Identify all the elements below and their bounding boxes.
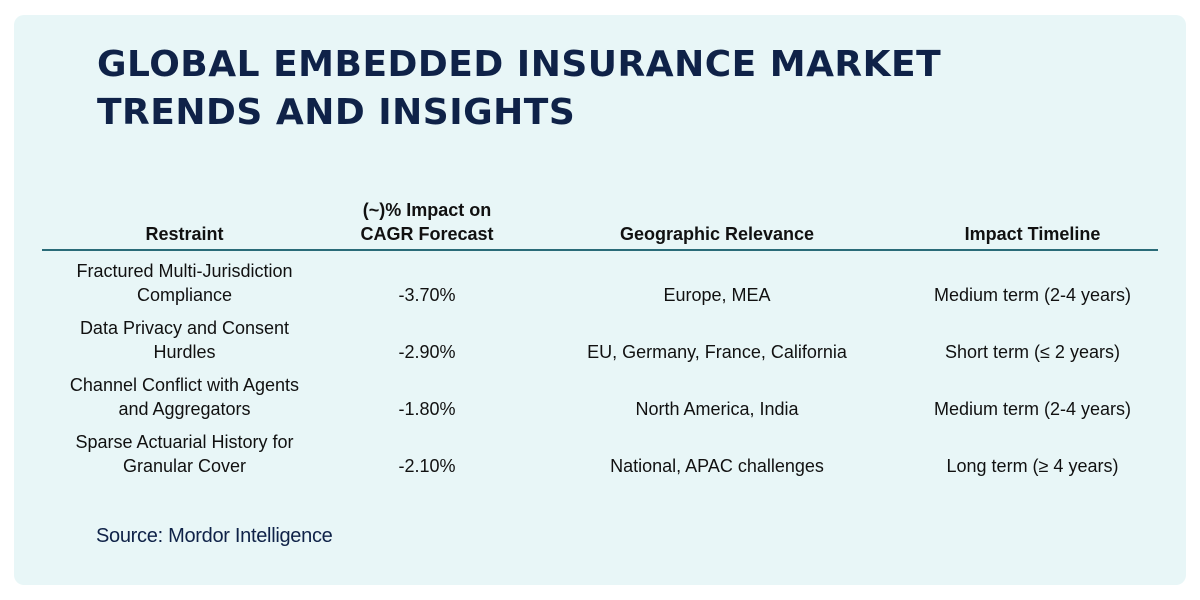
timeline-cell: Medium term (2-4 years): [933, 285, 1132, 305]
header-timeline: Impact Timeline: [907, 190, 1158, 251]
restraint-cell: Sparse Actuarial History for Granular Co…: [42, 422, 327, 479]
table-body: Fractured Multi-Jurisdiction Compliance …: [42, 250, 1158, 479]
restraints-table: Restraint (~)% Impact on CAGR Forecast G…: [42, 190, 1158, 479]
restraint-line-1: Fractured Multi-Jurisdiction: [76, 261, 293, 281]
timeline-cell: Long term (≥ 4 years): [946, 456, 1119, 476]
restraint-line-1: Sparse Actuarial History for: [75, 432, 294, 452]
table-row: Channel Conflict with Agents and Aggrega…: [42, 365, 1158, 422]
restraint-line-1: Data Privacy and Consent: [79, 318, 290, 338]
header-impact-line-2: CAGR Forecast: [360, 224, 494, 244]
header-restraint: Restraint: [42, 190, 327, 251]
timeline-cell: Medium term (2-4 years): [933, 399, 1132, 419]
restraint-line-1: Channel Conflict with Agents: [69, 375, 300, 395]
table-row: Sparse Actuarial History for Granular Co…: [42, 422, 1158, 479]
header-geography: Geographic Relevance: [527, 190, 907, 251]
impact-cell: -2.90%: [398, 342, 456, 362]
impact-cell: -3.70%: [398, 285, 456, 305]
report-card: GLOBAL EMBEDDED INSURANCE MARKET TRENDS …: [14, 15, 1186, 585]
geography-cell: Europe, MEA: [663, 285, 771, 305]
page-title: GLOBAL EMBEDDED INSURANCE MARKET TRENDS …: [97, 41, 941, 137]
restraint-cell: Data Privacy and Consent Hurdles: [42, 308, 327, 365]
geography-cell: North America, India: [635, 399, 799, 419]
header-row: Restraint (~)% Impact on CAGR Forecast G…: [42, 190, 1158, 251]
restraint-line-2: Granular Cover: [122, 456, 247, 476]
restraint-cell: Channel Conflict with Agents and Aggrega…: [42, 365, 327, 422]
geography-cell: EU, Germany, France, California: [587, 342, 847, 362]
timeline-cell: Short term (≤ 2 years): [945, 342, 1120, 362]
table-row: Fractured Multi-Jurisdiction Compliance …: [42, 250, 1158, 308]
page-title-line-1: GLOBAL EMBEDDED INSURANCE MARKET: [97, 44, 942, 85]
header-impact-line-1: (~)% Impact on: [362, 200, 492, 220]
restraint-line-2: Compliance: [136, 285, 233, 305]
restraint-cell: Fractured Multi-Jurisdiction Compliance: [42, 250, 327, 308]
restraint-line-2: and Aggregators: [118, 399, 251, 419]
impact-cell: -2.10%: [398, 456, 456, 476]
table-header: Restraint (~)% Impact on CAGR Forecast G…: [42, 190, 1158, 251]
source-note: Source: Mordor Intelligence: [96, 525, 333, 547]
table-row: Data Privacy and Consent Hurdles -2.90% …: [42, 308, 1158, 365]
impact-cell: -1.80%: [398, 399, 456, 419]
restraint-line-2: Hurdles: [153, 342, 216, 362]
geography-cell: National, APAC challenges: [610, 456, 824, 476]
page-title-line-2: TRENDS AND INSIGHTS: [97, 92, 576, 133]
header-impact: (~)% Impact on CAGR Forecast: [327, 190, 527, 251]
